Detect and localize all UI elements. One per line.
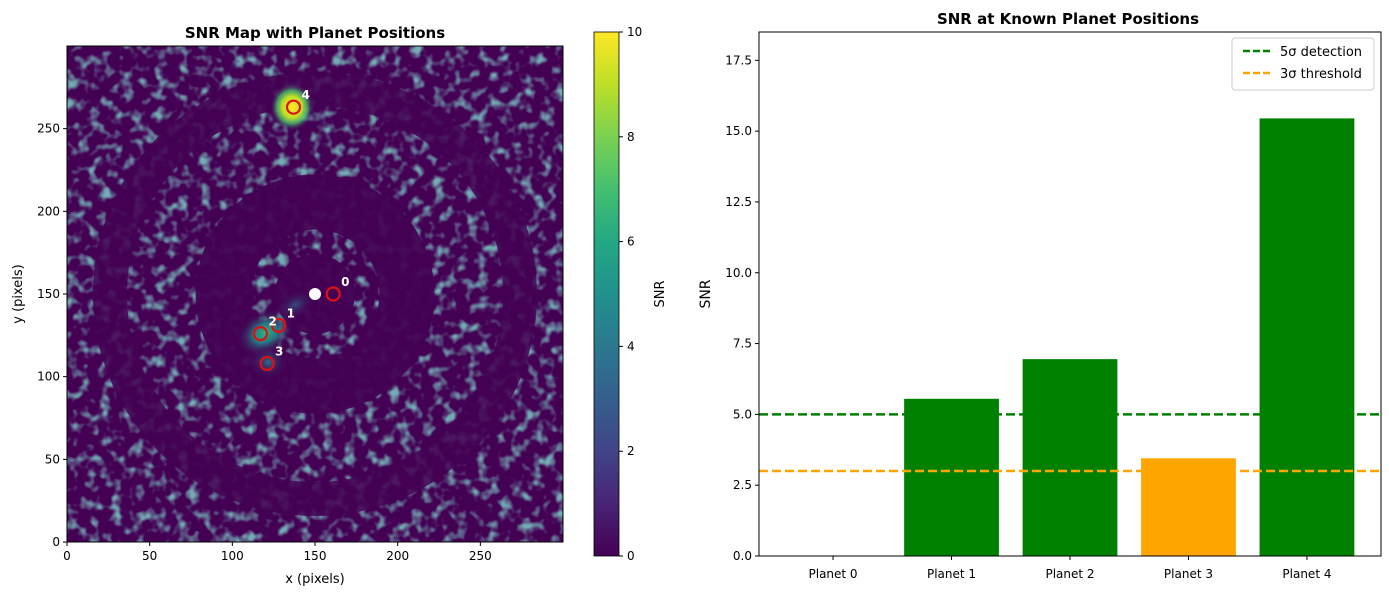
bar-planet-2 xyxy=(1022,359,1118,556)
planet-marker-2 xyxy=(252,326,269,342)
bar-x-tick-label: Planet 4 xyxy=(1282,567,1331,581)
map-y-tick-label: 50 xyxy=(45,452,60,466)
map-y-tick-label: 150 xyxy=(37,287,60,301)
map-y-axis-label: y (pixels) xyxy=(11,264,26,324)
planet-label-0: 0 xyxy=(341,275,349,289)
map-x-ticks: 0 50 100 150 200 250 xyxy=(63,542,492,563)
map-y-tick-label: 100 xyxy=(37,370,60,384)
map-x-tick-label: 100 xyxy=(221,549,244,563)
snr-bar-panel: SNR at Known Planet Positions 0.0 2.5 5.0 7… xyxy=(698,10,1382,581)
bar-x-ticks: Planet 0 Planet 1 Planet 2 Planet 3 Planet 4 xyxy=(809,556,1331,581)
colorbar-tick-label: 10 xyxy=(627,25,642,39)
colorbar-ticks: 0 2 4 6 8 10 xyxy=(619,25,642,563)
bar-x-tick-label: Planet 3 xyxy=(1164,567,1213,581)
bar-x-tick-label: Planet 1 xyxy=(927,567,976,581)
colorbar-label: SNR xyxy=(653,280,668,307)
snr-map-title: SNR Map with Planet Positions xyxy=(185,24,445,42)
planet-label-4: 4 xyxy=(302,88,310,102)
planet-marker-4 xyxy=(285,99,302,115)
colorbar-tick-label: 8 xyxy=(627,130,635,144)
colorbar-tick-label: 4 xyxy=(627,339,635,353)
legend-label-3sigma: 3σ threshold xyxy=(1280,67,1362,82)
bar-planet-3 xyxy=(1141,458,1236,556)
bar-y-tick-label: 2.5 xyxy=(733,478,752,492)
colorbar: 0 2 4 6 8 10 SNR xyxy=(593,25,668,563)
bar-y-ticks: 0.0 2.5 5.0 7.5 10.0 12.5 15.0 17.5 xyxy=(725,53,759,563)
map-x-tick-label: 150 xyxy=(304,549,327,563)
star-marker xyxy=(309,288,321,300)
map-y-ticks: 0 50 100 150 200 250 xyxy=(37,122,67,549)
bar-chart-title: SNR at Known Planet Positions xyxy=(937,10,1199,28)
map-y-tick-label: 0 xyxy=(52,535,60,549)
bar-x-tick-label: Planet 0 xyxy=(809,567,858,581)
bar-y-tick-label: 10.0 xyxy=(725,266,752,280)
map-x-axis-label: x (pixels) xyxy=(285,572,345,587)
map-y-tick-label: 200 xyxy=(37,204,60,218)
bar-planet-1 xyxy=(904,398,999,556)
planet-marker-3 xyxy=(259,355,275,372)
planet-label-3: 3 xyxy=(275,344,283,358)
snr-map-panel: SNR Map with Planet Positions 0 50 100 150 2… xyxy=(11,24,668,587)
map-y-tick-label: 250 xyxy=(37,122,60,136)
planet-marker-1 xyxy=(271,317,287,334)
planet-markers: 0 12 3 4 xyxy=(252,88,350,372)
map-x-tick-label: 200 xyxy=(386,549,409,563)
bars xyxy=(904,118,1355,556)
planet-label-1: 1 xyxy=(287,306,295,320)
bar-y-axis-label: SNR xyxy=(698,279,714,308)
bar-y-tick-label: 12.5 xyxy=(725,195,752,209)
map-x-tick-label: 50 xyxy=(142,549,157,563)
bar-y-tick-label: 7.5 xyxy=(733,337,752,351)
planet-marker-0 xyxy=(325,286,341,302)
bar-y-tick-label: 17.5 xyxy=(725,53,752,67)
bar-x-tick-label: Planet 2 xyxy=(1045,567,1094,581)
bar-y-tick-label: 15.0 xyxy=(725,124,752,138)
map-x-tick-label: 0 xyxy=(63,549,71,563)
colorbar-tick-label: 2 xyxy=(627,444,635,458)
colorbar-tick-label: 6 xyxy=(627,235,635,249)
planet-label-2: 2 xyxy=(268,315,276,329)
bar-planet-4 xyxy=(1259,118,1355,556)
bar-y-tick-label: 0.0 xyxy=(733,549,752,563)
legend-label-5sigma: 5σ detection xyxy=(1280,45,1362,60)
legend: 5σ detection 3σ threshold xyxy=(1231,37,1375,91)
map-x-tick-label: 250 xyxy=(469,549,492,563)
bar-y-tick-label: 5.0 xyxy=(733,407,752,421)
colorbar-tick-label: 0 xyxy=(627,549,635,563)
